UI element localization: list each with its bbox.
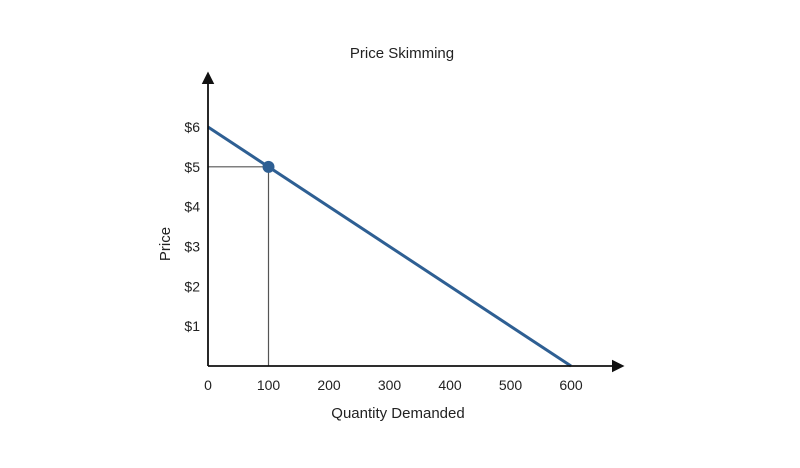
y-tick-label: $3	[184, 239, 200, 255]
x-tick-label: 300	[378, 377, 402, 393]
y-tick-label: $2	[184, 278, 200, 294]
y-tick-label: $6	[184, 119, 200, 135]
highlight-point	[262, 160, 275, 173]
y-tick-label: $1	[184, 318, 200, 334]
x-tick-label: 400	[438, 377, 462, 393]
x-tick-labels: 0 100 200 300 400 500 600	[204, 377, 583, 393]
y-tick-labels: $1 $2 $3 $4 $5 $6	[184, 119, 200, 334]
y-tick-label: $4	[184, 199, 200, 215]
chart-title: Price Skimming	[350, 45, 454, 62]
x-axis-title: Quantity Demanded	[331, 405, 464, 422]
x-tick-label: 500	[499, 377, 523, 393]
demand-curve-line	[207, 125, 572, 368]
x-tick-label: 600	[559, 377, 583, 393]
plot-area	[207, 125, 572, 368]
x-tick-label: 0	[204, 377, 212, 393]
x-tick-label: 100	[257, 377, 281, 393]
y-tick-label: $5	[184, 159, 200, 175]
y-axis-title: Price	[157, 227, 174, 261]
x-tick-label: 200	[317, 377, 341, 393]
